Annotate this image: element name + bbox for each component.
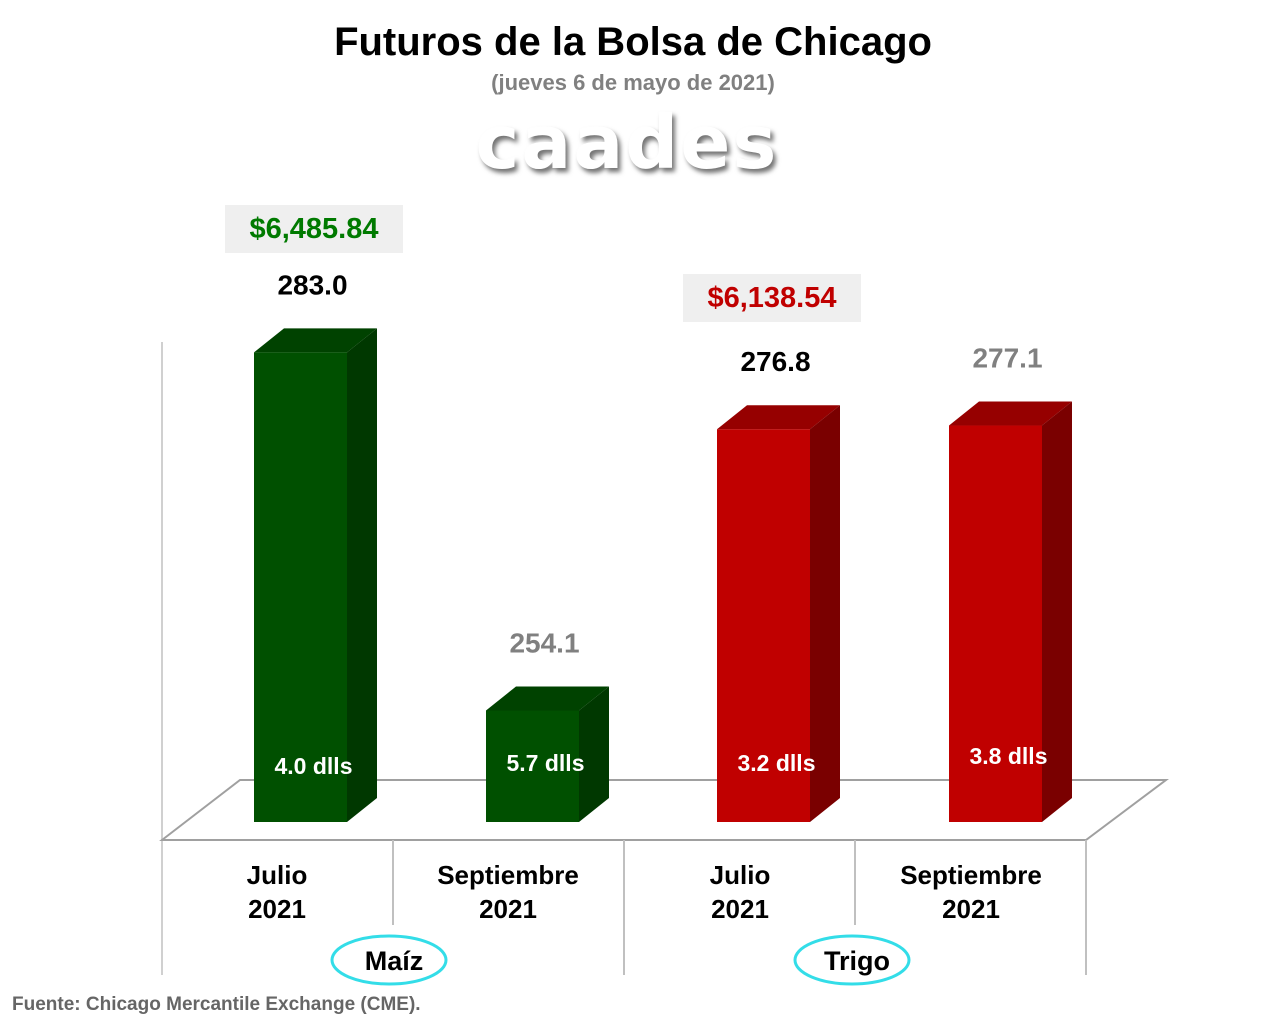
category-label: Julio <box>247 860 308 890</box>
group-label: Maíz <box>365 946 424 976</box>
category-label: Septiembre <box>900 860 1042 890</box>
bar <box>486 710 579 822</box>
value-label: 276.8 <box>740 346 810 377</box>
caades-logo: caades <box>475 100 779 186</box>
bar-side <box>810 405 840 822</box>
category-label: 2021 <box>248 894 306 924</box>
bar-side <box>579 686 609 822</box>
chart-subtitle: (jueves 6 de mayo de 2021) <box>491 70 775 95</box>
inner-label: 3.8 dlls <box>970 743 1048 769</box>
bar-side <box>1042 401 1072 822</box>
source-note: Fuente: Chicago Mercantile Exchange (CME… <box>12 994 421 1015</box>
bar-side <box>347 328 377 822</box>
category-label: 2021 <box>479 894 537 924</box>
group-label: Trigo <box>824 946 890 976</box>
bar <box>254 352 347 822</box>
value-label: 283.0 <box>277 269 347 300</box>
bar-top <box>254 328 377 353</box>
inner-label: 4.0 dlls <box>275 753 353 779</box>
value-label: 254.1 <box>509 627 579 658</box>
group-ellipse <box>330 934 448 986</box>
category-label: 2021 <box>942 894 1000 924</box>
value-label: 277.1 <box>972 343 1042 374</box>
inner-label: 3.2 dlls <box>738 750 816 776</box>
category-label: 2021 <box>711 894 769 924</box>
group-ellipse <box>793 934 911 986</box>
bar-top <box>717 405 840 430</box>
bar-top <box>949 401 1072 426</box>
category-label: Septiembre <box>437 860 579 890</box>
inner-label: 5.7 dlls <box>507 750 585 776</box>
category-label: Julio <box>710 860 771 890</box>
total-trigo: $6,138.54 <box>683 274 861 322</box>
chart-title: Futuros de la Bolsa de Chicago <box>334 20 932 64</box>
bar-top <box>486 686 609 711</box>
bar <box>717 429 810 822</box>
total-maiz: $6,485.84 <box>225 205 403 253</box>
bar <box>949 425 1042 822</box>
